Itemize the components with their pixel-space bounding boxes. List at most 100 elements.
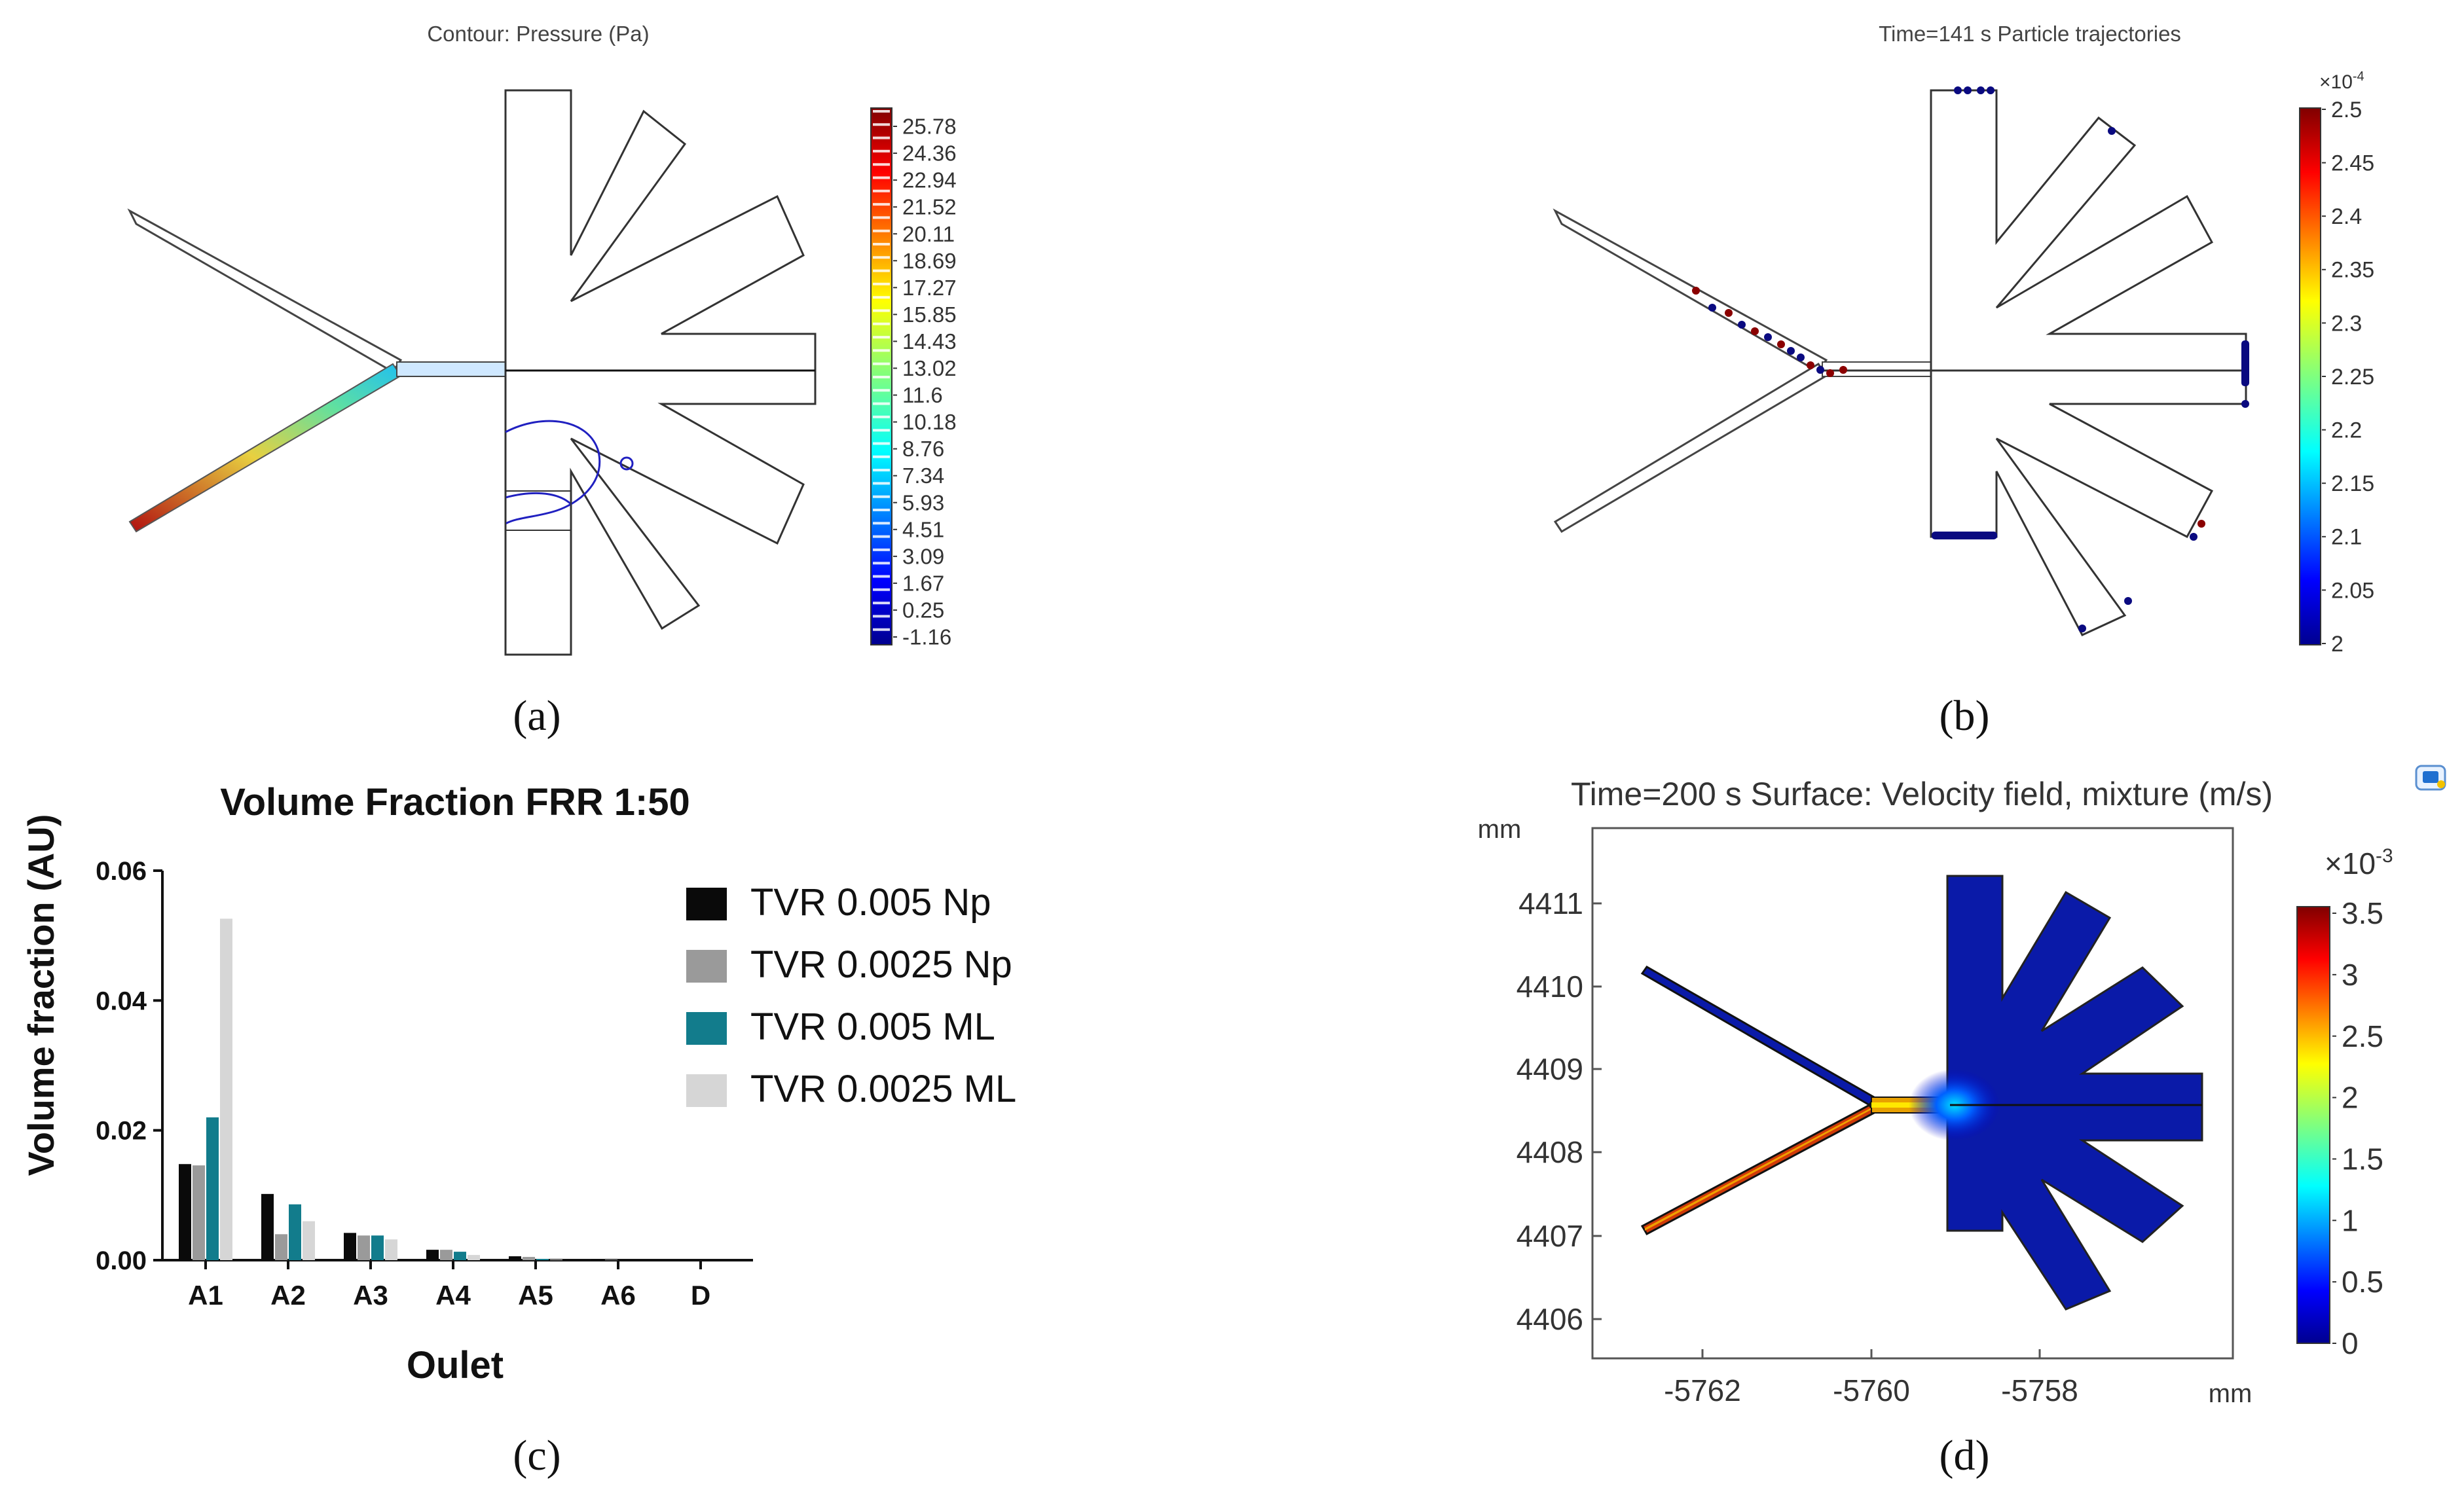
bar-A2-0	[261, 1193, 274, 1260]
legend-swatch	[686, 1012, 727, 1045]
chart-y-tick-label: 0.06	[96, 857, 147, 886]
y-tick-label: 4409	[1517, 1052, 1583, 1086]
panel-a-title: Contour: Pressure (Pa)	[427, 22, 649, 46]
colorbar-tick-label: 1	[2342, 1203, 2359, 1237]
chart-x-tick-label: A2	[270, 1280, 306, 1311]
display-toggle-icon[interactable]	[2415, 765, 2446, 791]
chart-axes: 0.00 0.02 0.04 0.06 A1 A2 A3 A4 A5 A6 D	[96, 857, 753, 1311]
chart-xlabel: Oulet	[407, 1344, 504, 1387]
colorbar-tick-label: 24.36	[902, 141, 957, 166]
legend-label: TVR 0.005 ML	[750, 1006, 995, 1048]
chart-x-tick-label: A1	[188, 1280, 223, 1311]
colorbar-tick-label: 8.76	[902, 437, 944, 461]
colorbar-tick-label: 4.51	[902, 517, 944, 541]
x-tick-label: -5760	[1833, 1373, 1910, 1407]
chart-y-tick-label: 0.04	[96, 987, 147, 1015]
panel-d-title: Time=200 s Surface: Velocity field, mixt…	[1571, 776, 2273, 812]
panel-d-colorbar	[2296, 906, 2330, 1344]
y-tick-label: 4410	[1517, 970, 1583, 1004]
panel-a-caption: (a)	[513, 692, 561, 740]
bar-A3-3	[385, 1239, 397, 1260]
chart-x-tick-label: A3	[353, 1280, 388, 1311]
bar-A3-0	[344, 1233, 356, 1260]
legend-label: TVR 0.0025 ML	[750, 1068, 1016, 1110]
chart-legend: TVR 0.005 Np TVR 0.0025 Np TVR 0.005 ML TVR…	[686, 881, 1016, 1110]
colorbar-tick-label: 22.94	[902, 168, 957, 192]
bar-A2-3	[303, 1221, 315, 1260]
bar-A1-3	[220, 918, 232, 1260]
bar-A1-1	[193, 1165, 205, 1260]
panel-d-unit-x: mm	[2209, 1379, 2253, 1408]
colorbar-tick-label: 1.67	[902, 571, 944, 595]
colorbar-tick-label: 11.6	[902, 383, 943, 407]
bar-A2-2	[289, 1204, 301, 1260]
bar-A5-0	[509, 1256, 521, 1260]
bar-A4-0	[426, 1250, 439, 1260]
y-tick-label: 4411	[1518, 886, 1583, 920]
panel-a-chamber-geometry	[504, 89, 817, 656]
legend-swatch	[686, 888, 727, 920]
panel-b-colorbar	[2299, 107, 2321, 645]
bar-A3-2	[371, 1235, 384, 1260]
panel-d-colorbar-exponent: ×10-3	[2325, 845, 2393, 880]
colorbar-tick-label: 15.85	[902, 302, 957, 327]
colorbar-tick-label: 2.4	[2331, 204, 2362, 229]
colorbar-tick-label: 2.3	[2331, 311, 2362, 336]
panel-a-upper-inlet	[127, 208, 403, 374]
panel-a-connecting-channel	[396, 361, 506, 377]
colorbar-tick-label: 7.34	[902, 463, 944, 488]
panel-a-lower-inlet	[128, 363, 402, 533]
colorbar-tick-label: 25.78	[902, 115, 957, 139]
legend-swatch	[686, 1074, 727, 1107]
colorbar-tick-label: 18.69	[902, 249, 957, 273]
colorbar-tick-label: 21.52	[902, 195, 957, 219]
colorbar-tick-label: 14.43	[902, 329, 957, 354]
colorbar-tick-label: 2	[2331, 632, 2344, 657]
chart-y-tick-label: 0.02	[96, 1117, 147, 1146]
bar-A2-1	[275, 1234, 287, 1260]
y-tick-label: 4408	[1517, 1135, 1583, 1169]
colorbar-tick-label: 2.25	[2331, 365, 2374, 390]
colorbar-tick-label: 13.02	[902, 356, 957, 380]
panel-b-colorbar-exponent: ×10-4	[2319, 69, 2364, 93]
chart-x-tick-label: A5	[518, 1280, 553, 1311]
colorbar-tick-label: 3.5	[2342, 896, 2383, 930]
legend-label: TVR 0.0025 Np	[750, 943, 1012, 986]
panel-d-caption: (d)	[1940, 1432, 1990, 1479]
bar-A4-2	[454, 1252, 466, 1260]
panel-d-velocity-surface	[1640, 875, 2203, 1311]
legend-swatch	[686, 950, 727, 983]
bar-A5-2	[536, 1259, 549, 1260]
chart-x-tick-label: A6	[600, 1280, 636, 1311]
y-tick-label: 4407	[1517, 1219, 1583, 1253]
colorbar-tick-label: 10.18	[902, 410, 957, 434]
chart-x-tick-label: A4	[435, 1280, 471, 1311]
colorbar-tick-label: -1.16	[902, 625, 951, 649]
colorbar-tick-label: 2	[2342, 1081, 2359, 1115]
bar-A4-3	[468, 1255, 480, 1260]
colorbar-tick-label: 2.05	[2331, 578, 2374, 603]
bar-A1-2	[206, 1117, 219, 1260]
bar-A5-1	[523, 1257, 535, 1260]
chart-title: Volume Fraction FRR 1:50	[220, 781, 690, 824]
colorbar-tick-label: 2.35	[2331, 258, 2374, 283]
colorbar-tick-label: 2.5	[2331, 98, 2362, 122]
panel-b-title: Time=141 s Particle trajectories	[1879, 22, 2181, 46]
colorbar-tick-label: 1.5	[2342, 1142, 2383, 1176]
colorbar-tick-label: 2.45	[2331, 151, 2374, 176]
colorbar-tick-label: 3	[2342, 958, 2359, 992]
chart-ylabel: Volume fraction (AU)	[20, 814, 62, 1176]
bar-A4-1	[440, 1250, 452, 1260]
x-tick-label: -5762	[1664, 1373, 1741, 1407]
panel-a-colorbar-stripes	[873, 110, 890, 631]
panel-a-pressure-contour	[505, 420, 601, 525]
panel-d-chamber	[1946, 875, 2203, 1311]
chart-y-tick-label: 0.00	[96, 1246, 147, 1275]
panel-c: Volume Fraction FRR 1:50 Volume fraction…	[20, 781, 1016, 1479]
panel-b-particles	[1692, 86, 2249, 632]
panel-d-colorbar-ticks: 3.5 3 2.5 2 1.5 1 0.5 0	[2332, 896, 2383, 1360]
panel-b: Time=141 s Particle trajectories ×10-4 2…	[1553, 22, 2374, 740]
